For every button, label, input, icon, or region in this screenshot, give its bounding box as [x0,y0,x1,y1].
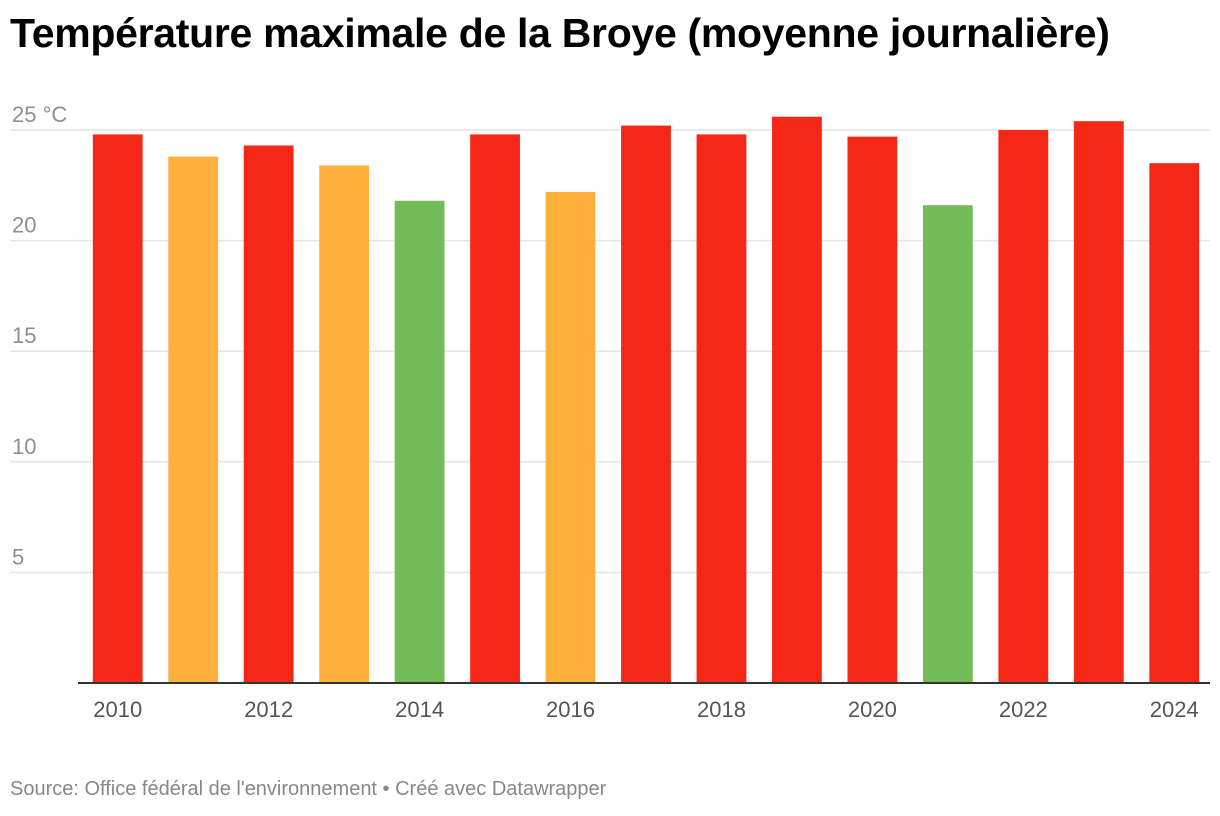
x-tick-label: 2010 [93,697,142,722]
bar-2023 [1073,121,1124,683]
bar-2021 [922,205,973,683]
x-tick-label: 2018 [697,697,746,722]
bar-2016 [545,191,596,683]
chart-title: Température maximale de la Broye (moyenn… [10,10,1110,56]
y-tick-label: 5 [12,544,24,569]
x-tick-label: 2022 [999,697,1048,722]
bar-2011 [168,156,219,684]
axes: 5 10 15 20 25 °C 2010 2012 2014 2016 2018 2020 2022… [12,102,1210,722]
bar-2017 [621,125,671,683]
y-tick-label: 15 [12,323,36,348]
bars [92,116,1200,684]
y-tick-label: 10 [12,434,36,459]
x-tick-label: 2012 [244,697,293,722]
bar-chart: 5 10 15 20 25 °C 2010 2012 2014 2016 2018 2020 2022… [10,102,1210,722]
bar-2012 [243,145,294,684]
x-tick-label: 2020 [848,697,897,722]
bar-2020 [847,136,898,683]
x-tick-label: 2014 [395,697,444,722]
bar-2019 [772,116,822,684]
bar-2010 [92,134,143,684]
bar-2022 [998,130,1049,683]
source-credit: Source: Office fédéral de l'environnemen… [10,778,607,800]
bar-2014 [394,200,445,683]
bar-2015 [470,134,520,684]
x-tick-label: 2016 [546,697,595,722]
x-tick-label: 2024 [1150,697,1199,722]
bar-2013 [319,165,370,683]
y-tick-label: 20 [12,213,36,238]
y-tick-label: 25 °C [12,102,67,127]
bar-2024 [1149,163,1200,683]
bar-2018 [696,134,747,684]
